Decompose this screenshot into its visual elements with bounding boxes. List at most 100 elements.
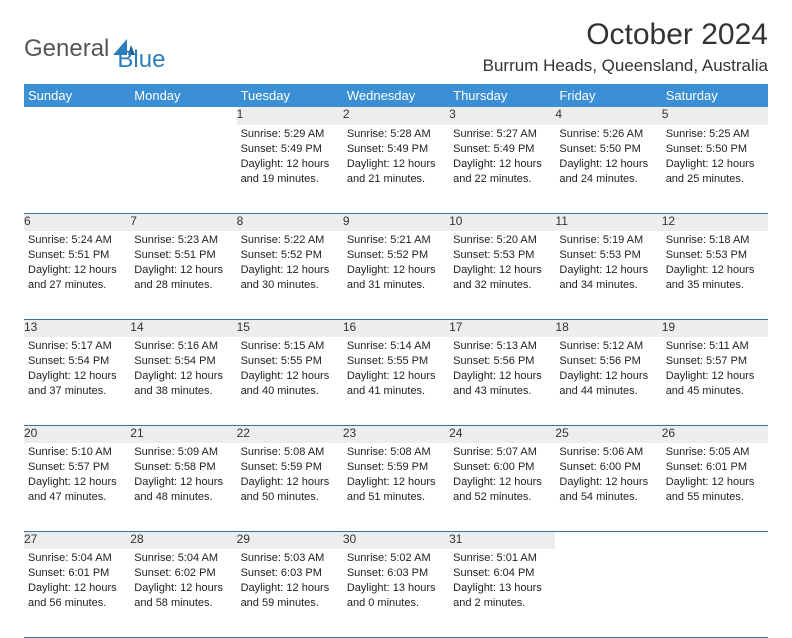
daylight-line: Daylight: 12 hours and 34 minutes.: [559, 263, 657, 293]
sunrise-line: Sunrise: 5:04 AM: [134, 551, 232, 566]
sunset-line: Sunset: 5:53 PM: [666, 248, 764, 263]
day-number: 20: [24, 425, 130, 443]
day-details: Sunrise: 5:28 AMSunset: 5:49 PMDaylight:…: [343, 125, 449, 190]
day-details: Sunrise: 5:14 AMSunset: 5:55 PMDaylight:…: [343, 337, 449, 402]
daylight-line: Daylight: 12 hours and 58 minutes.: [134, 581, 232, 611]
sunrise-line: Sunrise: 5:09 AM: [134, 445, 232, 460]
day-details: Sunrise: 5:21 AMSunset: 5:52 PMDaylight:…: [343, 231, 449, 296]
sunrise-line: Sunrise: 5:24 AM: [28, 233, 126, 248]
empty-cell: [130, 125, 236, 213]
day-details: Sunrise: 5:10 AMSunset: 5:57 PMDaylight:…: [24, 443, 130, 508]
sunrise-line: Sunrise: 5:11 AM: [666, 339, 764, 354]
daylight-line: Daylight: 12 hours and 30 minutes.: [241, 263, 339, 293]
daylight-line: Daylight: 12 hours and 37 minutes.: [28, 369, 126, 399]
day-number: 31: [449, 531, 555, 549]
day-number: 13: [24, 319, 130, 337]
sunrise-line: Sunrise: 5:04 AM: [28, 551, 126, 566]
day-cell: Sunrise: 5:10 AMSunset: 5:57 PMDaylight:…: [24, 443, 130, 531]
month-title: October 2024: [483, 18, 768, 52]
sunrise-line: Sunrise: 5:06 AM: [559, 445, 657, 460]
sunset-line: Sunset: 5:56 PM: [453, 354, 551, 369]
day-details: Sunrise: 5:24 AMSunset: 5:51 PMDaylight:…: [24, 231, 130, 296]
weekday-header-row: SundayMondayTuesdayWednesdayThursdayFrid…: [24, 84, 768, 107]
sunrise-line: Sunrise: 5:14 AM: [347, 339, 445, 354]
daylight-line: Daylight: 12 hours and 50 minutes.: [241, 475, 339, 505]
day-number: 15: [237, 319, 343, 337]
sunrise-line: Sunrise: 5:16 AM: [134, 339, 232, 354]
daylight-line: Daylight: 13 hours and 2 minutes.: [453, 581, 551, 611]
daynum-row: 2728293031: [24, 531, 768, 549]
sunrise-line: Sunrise: 5:08 AM: [241, 445, 339, 460]
sunset-line: Sunset: 5:49 PM: [241, 142, 339, 157]
day-cell: Sunrise: 5:04 AMSunset: 6:01 PMDaylight:…: [24, 549, 130, 637]
day-details: Sunrise: 5:16 AMSunset: 5:54 PMDaylight:…: [130, 337, 236, 402]
day-cell: Sunrise: 5:28 AMSunset: 5:49 PMDaylight:…: [343, 125, 449, 213]
day-details: Sunrise: 5:27 AMSunset: 5:49 PMDaylight:…: [449, 125, 555, 190]
day-number: 8: [237, 213, 343, 231]
daylight-line: Daylight: 12 hours and 27 minutes.: [28, 263, 126, 293]
calendar-body: 12345Sunrise: 5:29 AMSunset: 5:49 PMDayl…: [24, 107, 768, 637]
day-cell: Sunrise: 5:08 AMSunset: 5:59 PMDaylight:…: [237, 443, 343, 531]
sunrise-line: Sunrise: 5:25 AM: [666, 127, 764, 142]
calendar-week-row: Sunrise: 5:10 AMSunset: 5:57 PMDaylight:…: [24, 443, 768, 531]
daylight-line: Daylight: 12 hours and 55 minutes.: [666, 475, 764, 505]
calendar-week-row: Sunrise: 5:29 AMSunset: 5:49 PMDaylight:…: [24, 125, 768, 213]
day-details: Sunrise: 5:25 AMSunset: 5:50 PMDaylight:…: [662, 125, 768, 190]
day-cell: Sunrise: 5:04 AMSunset: 6:02 PMDaylight:…: [130, 549, 236, 637]
day-number: 11: [555, 213, 661, 231]
day-details: Sunrise: 5:06 AMSunset: 6:00 PMDaylight:…: [555, 443, 661, 508]
day-number: 9: [343, 213, 449, 231]
sunrise-line: Sunrise: 5:29 AM: [241, 127, 339, 142]
day-details: Sunrise: 5:09 AMSunset: 5:58 PMDaylight:…: [130, 443, 236, 508]
sunset-line: Sunset: 5:53 PM: [559, 248, 657, 263]
day-cell: Sunrise: 5:05 AMSunset: 6:01 PMDaylight:…: [662, 443, 768, 531]
calendar-table: SundayMondayTuesdayWednesdayThursdayFrid…: [24, 84, 768, 638]
day-details: Sunrise: 5:08 AMSunset: 5:59 PMDaylight:…: [237, 443, 343, 508]
day-number: 5: [662, 107, 768, 125]
day-number: 18: [555, 319, 661, 337]
day-cell: Sunrise: 5:03 AMSunset: 6:03 PMDaylight:…: [237, 549, 343, 637]
sunset-line: Sunset: 5:51 PM: [134, 248, 232, 263]
location: Burrum Heads, Queensland, Australia: [483, 56, 768, 76]
day-number: 14: [130, 319, 236, 337]
sunrise-line: Sunrise: 5:08 AM: [347, 445, 445, 460]
day-cell: Sunrise: 5:29 AMSunset: 5:49 PMDaylight:…: [237, 125, 343, 213]
calendar-week-row: Sunrise: 5:04 AMSunset: 6:01 PMDaylight:…: [24, 549, 768, 637]
day-cell: Sunrise: 5:22 AMSunset: 5:52 PMDaylight:…: [237, 231, 343, 319]
day-details: Sunrise: 5:11 AMSunset: 5:57 PMDaylight:…: [662, 337, 768, 402]
daylight-line: Daylight: 12 hours and 59 minutes.: [241, 581, 339, 611]
day-cell: Sunrise: 5:07 AMSunset: 6:00 PMDaylight:…: [449, 443, 555, 531]
sunrise-line: Sunrise: 5:13 AM: [453, 339, 551, 354]
day-cell: Sunrise: 5:26 AMSunset: 5:50 PMDaylight:…: [555, 125, 661, 213]
sunset-line: Sunset: 5:56 PM: [559, 354, 657, 369]
sunrise-line: Sunrise: 5:19 AM: [559, 233, 657, 248]
weekday-header: Thursday: [449, 84, 555, 107]
day-details: Sunrise: 5:15 AMSunset: 5:55 PMDaylight:…: [237, 337, 343, 402]
day-details: Sunrise: 5:23 AMSunset: 5:51 PMDaylight:…: [130, 231, 236, 296]
sunset-line: Sunset: 5:51 PM: [28, 248, 126, 263]
day-number: 22: [237, 425, 343, 443]
day-cell: Sunrise: 5:20 AMSunset: 5:53 PMDaylight:…: [449, 231, 555, 319]
day-cell: Sunrise: 5:24 AMSunset: 5:51 PMDaylight:…: [24, 231, 130, 319]
sunset-line: Sunset: 6:00 PM: [453, 460, 551, 475]
sunrise-line: Sunrise: 5:05 AM: [666, 445, 764, 460]
day-number: 17: [449, 319, 555, 337]
day-details: Sunrise: 5:12 AMSunset: 5:56 PMDaylight:…: [555, 337, 661, 402]
daylight-line: Daylight: 12 hours and 51 minutes.: [347, 475, 445, 505]
day-cell: Sunrise: 5:19 AMSunset: 5:53 PMDaylight:…: [555, 231, 661, 319]
day-number: 27: [24, 531, 130, 549]
empty-cell: [130, 107, 236, 125]
sunrise-line: Sunrise: 5:12 AM: [559, 339, 657, 354]
day-number: 29: [237, 531, 343, 549]
empty-cell: [662, 549, 768, 637]
daylight-line: Daylight: 13 hours and 0 minutes.: [347, 581, 445, 611]
sunrise-line: Sunrise: 5:03 AM: [241, 551, 339, 566]
sunset-line: Sunset: 5:52 PM: [347, 248, 445, 263]
sunrise-line: Sunrise: 5:21 AM: [347, 233, 445, 248]
day-cell: Sunrise: 5:23 AMSunset: 5:51 PMDaylight:…: [130, 231, 236, 319]
day-cell: Sunrise: 5:25 AMSunset: 5:50 PMDaylight:…: [662, 125, 768, 213]
title-block: October 2024 Burrum Heads, Queensland, A…: [483, 18, 768, 82]
empty-cell: [662, 531, 768, 549]
daylight-line: Daylight: 12 hours and 31 minutes.: [347, 263, 445, 293]
day-cell: Sunrise: 5:16 AMSunset: 5:54 PMDaylight:…: [130, 337, 236, 425]
